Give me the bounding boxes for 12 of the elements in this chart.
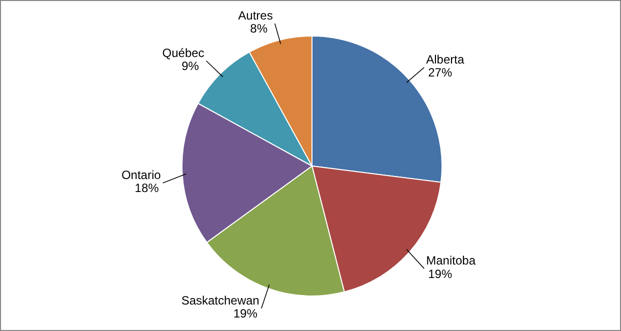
data-label: 8%: [250, 22, 268, 36]
slice-label: Alberta: [426, 52, 464, 66]
slice-label: Saskatchewan: [181, 294, 260, 308]
data-label: 9%: [182, 59, 200, 74]
slice-label: Manitoba: [426, 254, 476, 268]
data-label: 19%: [233, 306, 258, 321]
data-label: 18%: [134, 181, 160, 196]
data-label: 27%: [428, 66, 452, 80]
slice-label: Québec: [162, 46, 204, 60]
data-label: 19%: [428, 266, 452, 281]
slice-label: Autres: [238, 8, 273, 22]
slice-label: Ontario: [121, 168, 162, 182]
